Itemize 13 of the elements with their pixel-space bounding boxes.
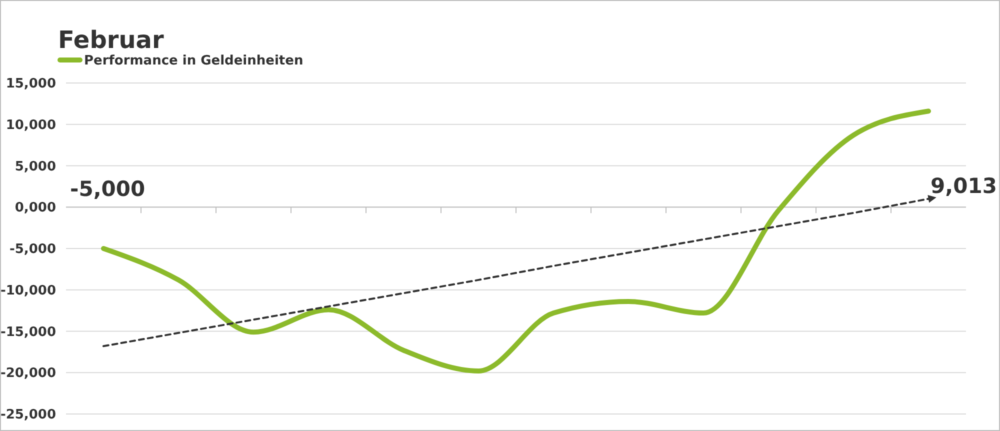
y-tick-label: -15,000 (0, 324, 56, 340)
y-tick-label: 5,000 (14, 159, 56, 174)
annotation: -5,000 (70, 177, 146, 201)
y-tick-label: -20,000 (0, 366, 56, 382)
y-tick-label: 15,000 (6, 76, 56, 92)
y-tick-label: -5,000 (9, 242, 56, 258)
y-tick-label: 10,000 (6, 118, 56, 133)
y-tick-label: -10,000 (0, 283, 56, 298)
legend-label: Performance in Geldeinheiten (84, 54, 304, 69)
y-tick-label: 0,000 (14, 200, 56, 216)
chart-title: Februar (58, 26, 164, 54)
y-tick-label: -25,000 (0, 408, 56, 423)
annotation: 9,013 (930, 174, 997, 198)
